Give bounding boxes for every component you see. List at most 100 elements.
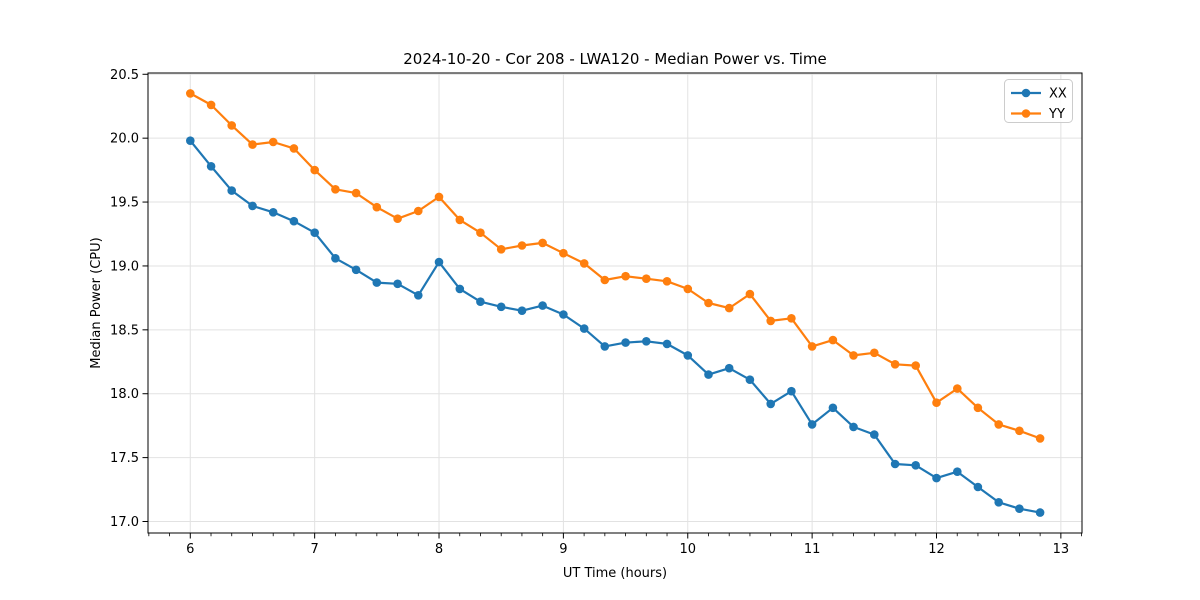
series-YY-marker	[579, 259, 589, 268]
series-YY-marker	[911, 361, 920, 370]
series-YY-marker	[724, 303, 734, 313]
series-YY-marker	[393, 214, 402, 223]
series-XX-marker	[642, 337, 651, 346]
series-YY-marker	[1035, 434, 1045, 443]
x-tick-label: 13	[1053, 542, 1070, 557]
series-YY-marker	[704, 298, 713, 308]
gridlines	[148, 73, 1082, 533]
series-XX-marker	[434, 257, 444, 267]
series-YY-marker	[932, 398, 941, 408]
series-YY-marker	[227, 121, 236, 130]
series-XX-marker	[496, 302, 506, 312]
axes-spines	[147, 72, 1083, 534]
series-YY-marker	[870, 348, 879, 358]
x-tick-label: 9	[559, 542, 567, 557]
series-XX-marker	[662, 339, 672, 349]
series-XX-marker	[227, 186, 236, 195]
series-YY-marker	[414, 206, 423, 216]
axis-ticks	[142, 73, 1082, 539]
series-XX-marker	[559, 310, 568, 319]
series-YY-marker	[434, 192, 444, 202]
legend-label-yy: YY	[1048, 107, 1065, 122]
series-XX-marker	[745, 375, 755, 385]
legend-entry-xx: XX	[1011, 87, 1067, 102]
x-tick-label: 7	[311, 542, 319, 557]
series-YY-marker	[600, 275, 610, 285]
series-YY-marker	[828, 335, 838, 345]
series-YY-marker	[248, 140, 257, 149]
series-YY-marker	[538, 238, 547, 248]
series-XX-marker	[206, 162, 216, 171]
series-XX-marker	[579, 324, 589, 333]
series-YY-marker	[662, 277, 672, 286]
series-YY-marker	[351, 188, 361, 198]
series-YY-marker	[206, 100, 216, 110]
series-XX-marker	[414, 291, 423, 300]
series-YY-marker	[745, 289, 755, 299]
y-tick-label: 20.5	[110, 68, 139, 83]
series-YY-marker	[807, 342, 817, 351]
x-tick-label: 11	[804, 542, 821, 557]
series-XX-marker	[455, 284, 465, 294]
y-tick-label: 18.5	[110, 323, 139, 338]
series-XX-marker	[268, 208, 278, 217]
series-YY-marker	[890, 360, 900, 369]
series-YY-marker	[1015, 426, 1024, 436]
series-YY-marker	[186, 89, 195, 98]
series-YY-marker	[496, 245, 506, 254]
series-YY-marker	[559, 248, 568, 258]
x-tick-label: 12	[928, 542, 945, 557]
series-YY-marker	[642, 274, 651, 284]
series-XX-marker	[310, 228, 320, 237]
chart-title: 2024-10-20 - Cor 208 - LWA120 - Median P…	[403, 50, 827, 68]
series-XX-marker	[1015, 504, 1024, 513]
series-YY-marker	[289, 144, 299, 153]
y-tick-label: 20.0	[110, 132, 139, 147]
series-XX-marker	[476, 297, 485, 307]
series-XX-marker	[911, 461, 920, 470]
y-axis-label: Median Power (CPU)	[89, 237, 104, 368]
series-YY-marker	[683, 284, 693, 294]
y-tick-label: 17.5	[110, 451, 139, 466]
plot-series	[186, 89, 1045, 517]
series-XX-marker	[393, 279, 402, 289]
series-YY-marker	[953, 384, 962, 393]
legend-marker-xx	[1021, 88, 1031, 98]
series-XX-marker	[1035, 508, 1045, 517]
series-YY-marker	[372, 202, 382, 212]
series-XX-marker	[932, 473, 941, 483]
series-XX-marker	[994, 498, 1003, 507]
series-YY-marker	[766, 316, 775, 326]
series-XX-marker	[828, 403, 838, 413]
series-XX-marker	[289, 216, 299, 226]
series-YY-marker	[787, 314, 796, 323]
legend-entry-yy: YY	[1011, 107, 1065, 122]
series-XX-marker	[600, 342, 610, 351]
series-YY-marker	[849, 351, 858, 360]
y-tick-label: 19.5	[110, 196, 139, 211]
series-XX-marker	[248, 201, 257, 211]
series-XX-marker	[870, 430, 879, 439]
y-tick-label: 17.0	[110, 515, 139, 530]
series-XX-marker	[704, 370, 713, 379]
series-YY-marker	[476, 228, 485, 237]
y-tick-label: 19.0	[110, 259, 139, 274]
x-tick-label: 10	[679, 542, 696, 557]
series-XX-marker	[890, 459, 900, 469]
series-YY-marker	[310, 165, 320, 175]
series-XX-marker	[517, 306, 527, 316]
series-YY-marker	[268, 137, 278, 147]
x-axis-label: UT Time (hours)	[563, 566, 667, 581]
x-tick-label: 6	[186, 542, 194, 557]
tick-labels: 6 7 8 9 10 11 12 13 17.0 17.5 18.0 18.5 19.0 19.5 20.0…	[110, 68, 1069, 557]
series-XX-marker	[331, 253, 340, 263]
y-tick-label: 18.0	[110, 387, 139, 402]
legend: XX YY	[1004, 79, 1073, 123]
series-YY-marker	[994, 420, 1003, 429]
series-XX-marker	[538, 301, 547, 310]
series-XX-marker	[953, 467, 962, 477]
series-YY-marker	[331, 185, 340, 194]
series-XX-marker	[621, 338, 630, 347]
series-XX-marker	[973, 482, 983, 492]
